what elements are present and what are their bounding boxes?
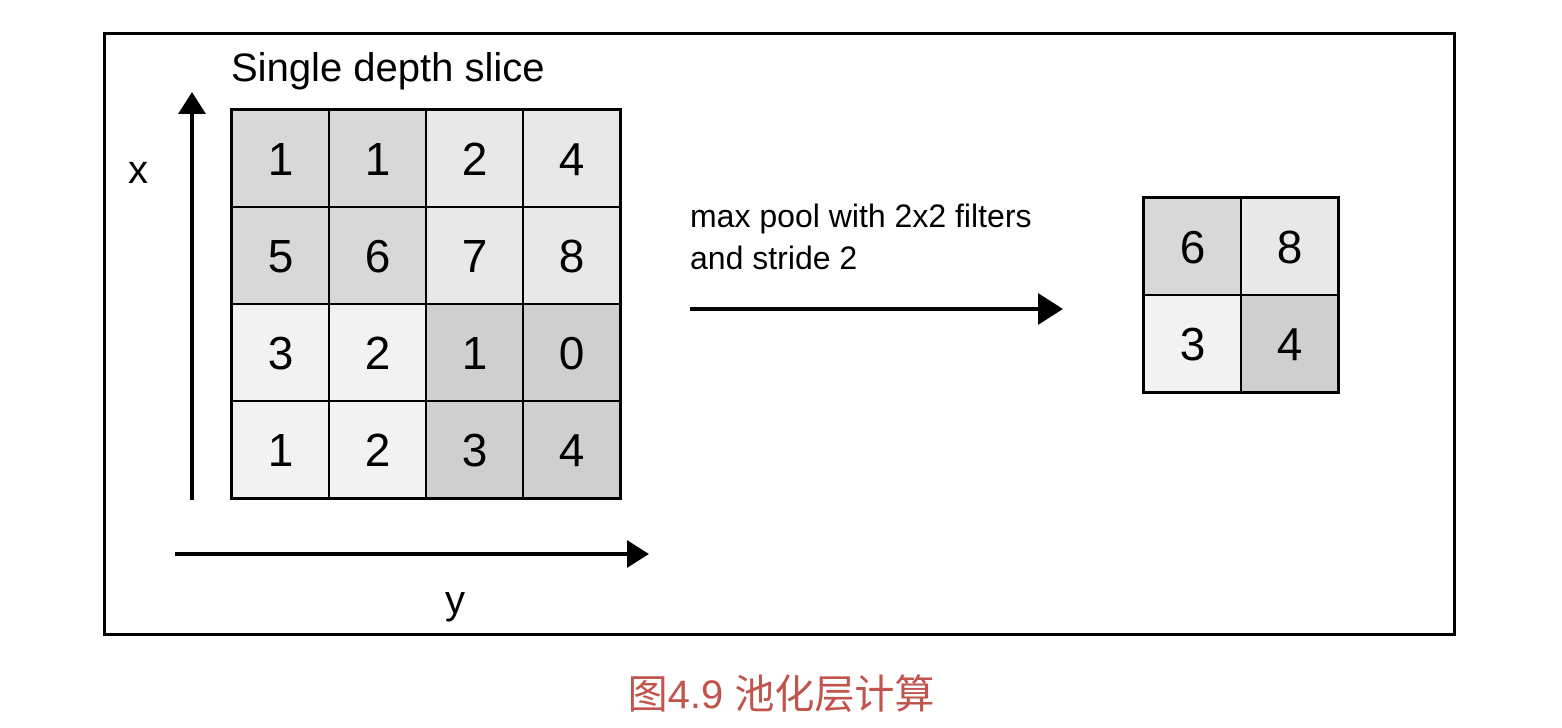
grid-cell: 2	[329, 304, 426, 401]
grid-cell: 1	[232, 401, 329, 498]
operation-arrow-line	[690, 307, 1038, 311]
figure-caption: 图4.9 池化层计算	[0, 662, 1562, 720]
grid-cell: 7	[426, 207, 523, 304]
grid-cell: 3	[232, 304, 329, 401]
grid-cell: 0	[523, 304, 620, 401]
grid-cell: 5	[232, 207, 329, 304]
operation-arrow-head	[1038, 293, 1063, 325]
operation-line1: max pool with 2x2 filters	[690, 198, 1031, 234]
x-axis-arrow-line	[190, 112, 194, 500]
y-axis-arrow-line	[175, 552, 627, 556]
grid-cell: 2	[426, 110, 523, 207]
grid-cell: 6	[329, 207, 426, 304]
y-axis-label: y	[445, 578, 465, 623]
grid-cell: 4	[523, 110, 620, 207]
grid-cell: 2	[329, 401, 426, 498]
y-axis-arrow-head	[627, 540, 649, 568]
input-title: Single depth slice	[231, 46, 545, 91]
input-grid: 1124567832101234	[230, 108, 622, 500]
x-axis-arrow-head	[178, 92, 206, 114]
grid-cell: 4	[523, 401, 620, 498]
grid-cell: 1	[329, 110, 426, 207]
grid-cell: 8	[523, 207, 620, 304]
grid-cell: 8	[1241, 198, 1338, 295]
x-axis-label: x	[128, 148, 148, 193]
grid-cell: 6	[1144, 198, 1241, 295]
grid-cell: 3	[426, 401, 523, 498]
grid-cell: 1	[232, 110, 329, 207]
operation-description: max pool with 2x2 filters and stride 2	[690, 196, 1031, 279]
output-grid: 6834	[1142, 196, 1340, 394]
operation-line2: and stride 2	[690, 240, 857, 276]
grid-cell: 4	[1241, 295, 1338, 392]
grid-cell: 3	[1144, 295, 1241, 392]
grid-cell: 1	[426, 304, 523, 401]
